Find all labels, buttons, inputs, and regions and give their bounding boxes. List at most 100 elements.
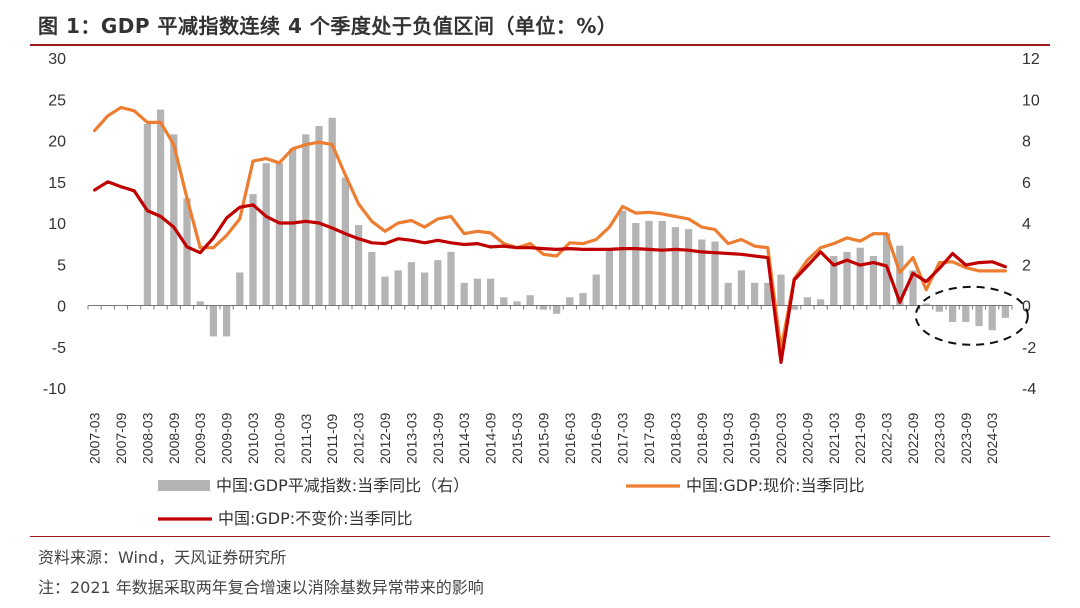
y-left-tick-label: 10 (48, 216, 66, 233)
bottom-rule (30, 536, 1050, 537)
deflator-bar (262, 163, 270, 306)
deflator-bar (948, 305, 957, 322)
y-right-tick-label: 12 (1022, 51, 1040, 68)
chart: -10 -5 0 5 10 15 20 25 30 -4 -2 0 2 4 6 8 10 12 2007-03 200… (43, 51, 1040, 528)
deflator-bar (552, 305, 561, 314)
x-tick-label: 2013-09 (430, 412, 446, 464)
deflator-bar (566, 297, 574, 306)
x-tick-label: 2007-03 (87, 412, 103, 464)
x-tick-label: 2023-03 (931, 412, 947, 464)
x-tick-label: 2020-03 (773, 412, 789, 464)
x-tick-label: 2012-03 (351, 412, 367, 464)
deflator-bar (843, 251, 851, 306)
deflator-bar (724, 282, 732, 306)
chart-title: 图 1：GDP 平减指数连续 4 个季度处于负值区间（单位：%） (38, 14, 618, 38)
deflator-bar (315, 126, 323, 306)
x-tick-label: 2015-09 (535, 412, 551, 464)
y-right-tick-label: 6 (1022, 175, 1031, 192)
y-left-tick-label: -5 (52, 340, 66, 357)
deflator-bar (830, 256, 838, 306)
deflator-bar (935, 305, 944, 312)
deflator-bar (381, 276, 389, 306)
title-rule (30, 44, 1050, 46)
deflator-bar (249, 194, 257, 306)
nominal-gdp-line (92, 105, 1008, 351)
deflator-bar (368, 251, 376, 306)
deflator-bar (236, 272, 244, 306)
x-tick-label: 2014-09 (483, 412, 499, 464)
deflator-bar (764, 282, 772, 306)
x-tick-label: 2022-03 (879, 412, 895, 464)
deflator-bar (394, 270, 402, 306)
x-tick-label: 2021-09 (852, 412, 868, 464)
deflator-bar (486, 278, 495, 306)
y-left-tick-label: 0 (57, 299, 66, 316)
deflator-bar (737, 270, 746, 306)
y-left-tick-label: 25 (48, 92, 66, 109)
deflator-bar (684, 229, 693, 306)
deflator-bar (790, 305, 798, 310)
deflator-bar (658, 220, 666, 306)
deflator-bar (407, 262, 416, 306)
deflator-bar (869, 256, 878, 306)
deflator-bar (988, 305, 996, 331)
legend-label-real: 中国:GDP:不变价:当季同比 (218, 509, 413, 528)
deflator-bar (896, 245, 904, 306)
deflator-bar (605, 249, 614, 306)
deflator-bar (434, 260, 442, 306)
deflator-bar (354, 225, 363, 306)
x-tick-label: 2022-09 (905, 412, 921, 464)
y-left-tick-label: -10 (43, 381, 66, 398)
x-tick-label: 2023-09 (958, 412, 974, 464)
legend-swatch-deflator (158, 480, 210, 491)
highlight-ellipse (914, 285, 1029, 346)
deflator-bar (777, 274, 785, 306)
deflator-bar (420, 272, 429, 306)
y-right-tick-label: 8 (1022, 134, 1031, 151)
x-tick-label: 2011-03 (298, 413, 314, 464)
deflator-bar (909, 270, 917, 306)
x-tick-label: 2021-03 (826, 412, 842, 464)
y-right-tick-label: -2 (1022, 340, 1036, 357)
deflator-bar (579, 293, 587, 306)
deflator-bar (671, 227, 680, 306)
deflator-bar (539, 305, 548, 310)
deflator-bar (170, 134, 178, 306)
deflator-bar (473, 278, 482, 306)
deflator-bar (500, 297, 508, 306)
note-text: 注：2021 年数据采取两年复合增速以消除基数异常带来的影响 (38, 578, 484, 597)
deflator-bar (196, 301, 204, 306)
x-tick-label: 2019-09 (747, 412, 763, 464)
y-right-tick-label: 0 (1022, 299, 1031, 316)
x-tick-label: 2007-09 (113, 412, 129, 464)
deflator-bar (632, 223, 640, 306)
deflator-bar (698, 239, 706, 306)
y-right-tick-label: 10 (1022, 92, 1040, 109)
deflator-bar (922, 303, 930, 306)
deflator-bar (975, 305, 983, 327)
deflator-bar (816, 299, 825, 306)
x-tick-label: 2013-03 (403, 412, 419, 464)
real-gdp-line (92, 180, 1008, 364)
deflator-bar (750, 282, 759, 306)
legend-label-deflator: 中国:GDP平减指数:当季同比（右） (216, 476, 469, 495)
deflator-bar (156, 109, 165, 306)
x-tick-label: 2017-09 (641, 412, 657, 464)
x-tick-label: 2019-03 (720, 412, 736, 464)
x-tick-label: 2016-03 (562, 412, 578, 464)
deflator-bar (341, 177, 350, 306)
y-left-tick-label: 30 (48, 51, 66, 68)
x-tick-label: 2008-03 (139, 412, 155, 464)
x-tick-label: 2008-09 (166, 412, 182, 464)
deflator-bar (183, 198, 191, 306)
y-right-tick-label: -4 (1022, 381, 1036, 398)
x-tick-label: 2012-09 (377, 412, 393, 464)
x-tick-label: 2017-03 (615, 412, 631, 464)
x-tick-label: 2009-09 (219, 412, 235, 464)
x-tick-label: 2018-09 (694, 412, 710, 464)
deflator-bar (328, 117, 336, 306)
y-left-tick-label: 5 (57, 257, 66, 274)
source-text: 资料来源：Wind，天风证券研究所 (38, 548, 287, 567)
y-left-tick-label: 15 (48, 175, 66, 192)
deflator-bar (222, 305, 231, 337)
